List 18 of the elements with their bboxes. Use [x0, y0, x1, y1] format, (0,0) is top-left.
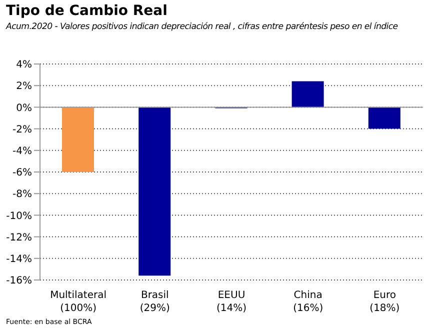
- x-tick-label: Euro (18%): [370, 290, 400, 314]
- y-tick-label: -10%: [6, 210, 32, 222]
- y-tick-label: 4%: [16, 60, 32, 71]
- x-tick-label: Brasil (29%): [140, 290, 170, 314]
- y-tick-label: -4%: [12, 146, 32, 157]
- x-tick-label: China (16%): [293, 290, 324, 314]
- y-tick-label: -16%: [6, 276, 32, 287]
- y-tick-label: 2%: [16, 81, 32, 92]
- y-tick-label: -6%: [12, 168, 32, 179]
- y-tick-label: -2%: [12, 124, 32, 136]
- y-tick-label: 0%: [16, 102, 32, 114]
- chart-title: Tipo de Cambio Real: [6, 3, 168, 19]
- x-tick-label: EEUU (14%): [216, 290, 247, 314]
- y-tick-label: -14%: [6, 254, 32, 265]
- x-tick-label: Multilateral (100%): [50, 290, 107, 314]
- chart-subtitle: Acum.2020 - Valores positivos indican depreciación real , cifras entre paréntesis peso en el índice: [6, 22, 398, 32]
- y-tick-label: -8%: [12, 189, 32, 200]
- y-tick-label: -12%: [6, 232, 32, 244]
